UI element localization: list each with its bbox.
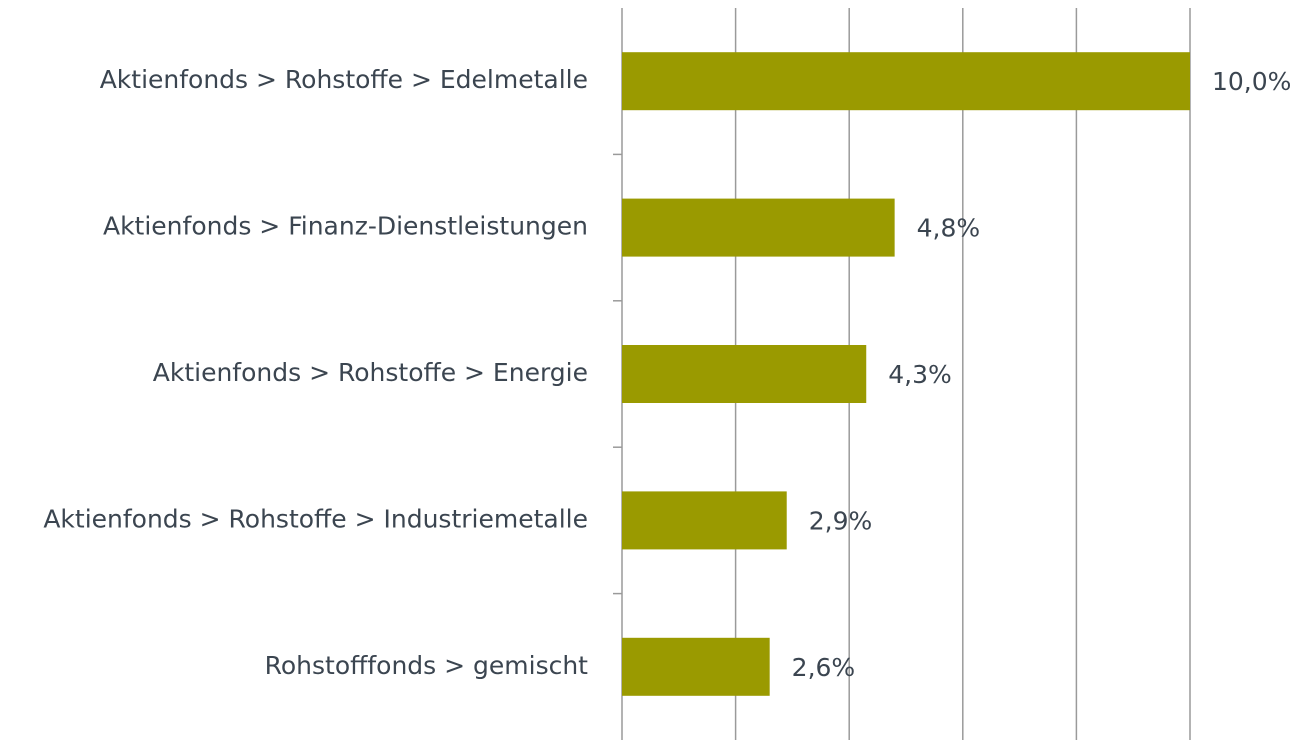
y-tick-label: Rohstofffonds > gemischt: [265, 651, 589, 680]
y-tick-label: Aktienfonds > Finanz-Dienstleistungen: [103, 212, 588, 241]
bar: [622, 198, 895, 257]
bar: [622, 52, 1190, 111]
y-tick-label: Aktienfonds > Rohstoffe > Energie: [153, 358, 588, 387]
y-tick-label: Aktienfonds > Rohstoffe > Edelmetalle: [100, 65, 588, 94]
value-label: 10,0%: [1212, 67, 1291, 96]
y-tick-label: Aktienfonds > Rohstoffe > Industriemetal…: [43, 504, 588, 533]
bar: [622, 491, 787, 550]
bar: [622, 345, 867, 403]
bar: [622, 637, 770, 696]
value-label: 4,8%: [917, 214, 981, 243]
value-label: 4,3%: [888, 360, 952, 389]
value-label: 2,9%: [809, 506, 873, 535]
value-label: 2,6%: [792, 653, 856, 682]
